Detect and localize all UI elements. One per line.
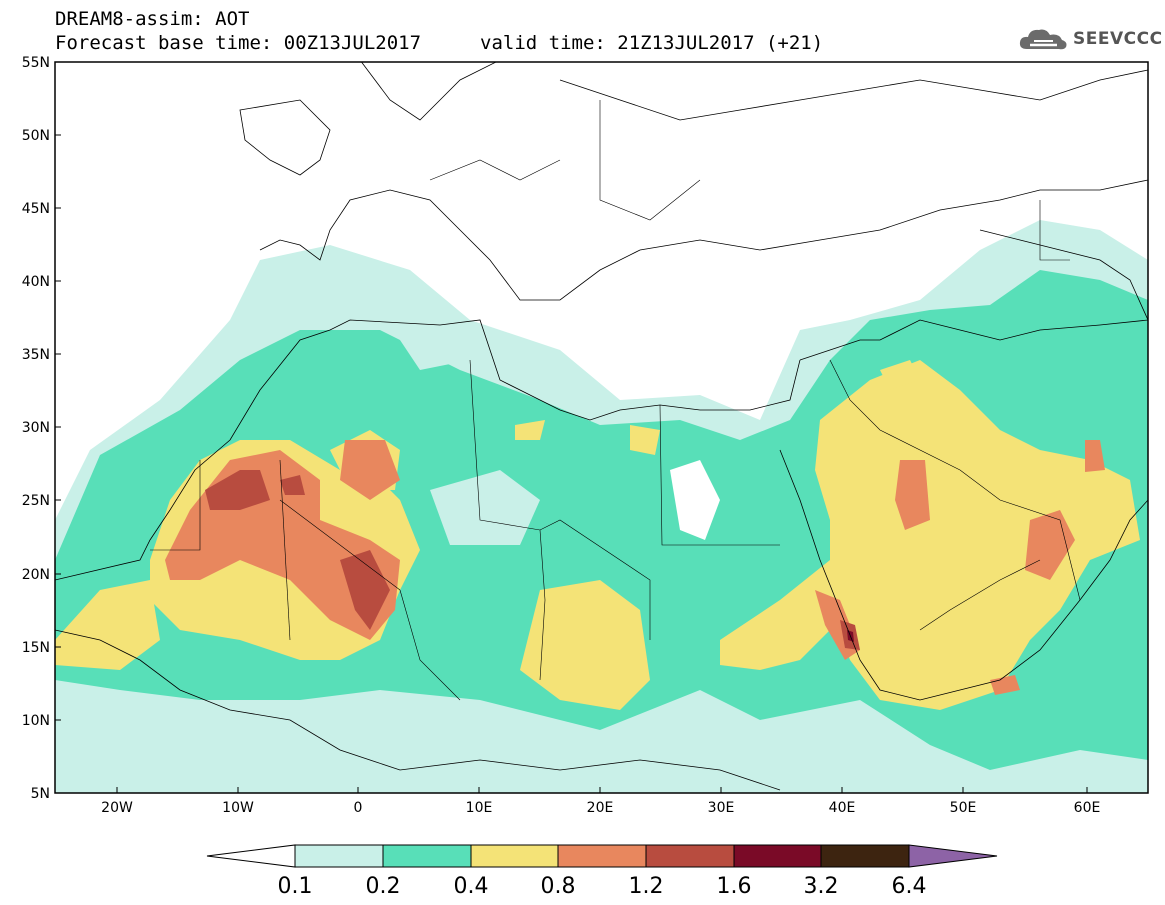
lon-label: 40E bbox=[829, 800, 856, 816]
colorbar-label: 0.2 bbox=[366, 874, 401, 899]
colorbar-swatch bbox=[294, 844, 384, 868]
tick-marks bbox=[55, 61, 1088, 793]
colorbar-labels: 0.1 0.2 0.4 0.8 1.2 1.6 3.2 6.4 bbox=[278, 874, 927, 899]
colorbar-high-arrow bbox=[908, 844, 998, 868]
lat-label: 50N bbox=[22, 128, 50, 144]
lat-label: 15N bbox=[22, 640, 50, 656]
colorbar-label: 0.4 bbox=[454, 874, 489, 899]
lon-label: 30E bbox=[708, 800, 735, 816]
colorbar-label: 0.1 bbox=[278, 874, 313, 899]
lon-label: 50E bbox=[950, 800, 977, 816]
lat-label: 30N bbox=[22, 420, 50, 436]
colorbar bbox=[206, 844, 998, 868]
lon-label: 10E bbox=[466, 800, 493, 816]
lat-label: 20N bbox=[22, 567, 50, 583]
lon-label: 20E bbox=[587, 800, 614, 816]
colorbar-swatch bbox=[733, 844, 822, 868]
borders bbox=[150, 100, 1081, 701]
lat-label: 55N bbox=[22, 55, 50, 71]
aot-level-1.2 bbox=[205, 470, 270, 510]
colorbar-label: 0.8 bbox=[541, 874, 576, 899]
product-title: DREAM8-assim: AOT bbox=[55, 8, 250, 30]
latitude-labels: 55N 50N 45N 40N 35N 30N 25N 20N 15N 10N … bbox=[22, 55, 50, 802]
lat-label: 40N bbox=[22, 274, 50, 290]
colorbar-swatch bbox=[820, 844, 910, 868]
colorbar-swatch bbox=[382, 844, 472, 868]
cloud-icon bbox=[1019, 29, 1067, 50]
colorbar-label: 3.2 bbox=[804, 874, 839, 899]
base-time: Forecast base time: 00Z13JUL2017 bbox=[55, 32, 422, 54]
lat-label: 35N bbox=[22, 347, 50, 363]
colorbar-low-arrow bbox=[206, 844, 296, 868]
lat-label: 5N bbox=[31, 786, 50, 802]
colorbar-swatch bbox=[645, 844, 735, 868]
lon-label: 20W bbox=[101, 800, 133, 816]
valid-time: valid time: 21Z13JUL2017 (+21) bbox=[480, 32, 824, 54]
colorbar-swatch bbox=[557, 844, 647, 868]
lat-label: 25N bbox=[22, 493, 50, 509]
lat-label: 45N bbox=[22, 201, 50, 217]
colorbar-label: 1.6 bbox=[717, 874, 752, 899]
lon-label: 0 bbox=[354, 800, 363, 816]
seevccc-logo: SEEVCCC bbox=[1017, 25, 1163, 53]
colorbar-swatch bbox=[470, 844, 559, 868]
lon-label: 10W bbox=[222, 800, 254, 816]
colorbar-label: 1.2 bbox=[629, 874, 664, 899]
longitude-labels: 20W 10W 0 10E 20E 30E 40E 50E 60E bbox=[101, 800, 1100, 816]
colorbar-label: 6.4 bbox=[892, 874, 927, 899]
aot-field bbox=[55, 62, 1148, 793]
coastlines bbox=[55, 62, 1148, 791]
logo-text: SEEVCCC bbox=[1073, 29, 1163, 49]
lon-label: 60E bbox=[1074, 800, 1101, 816]
lat-label: 10N bbox=[22, 713, 50, 729]
